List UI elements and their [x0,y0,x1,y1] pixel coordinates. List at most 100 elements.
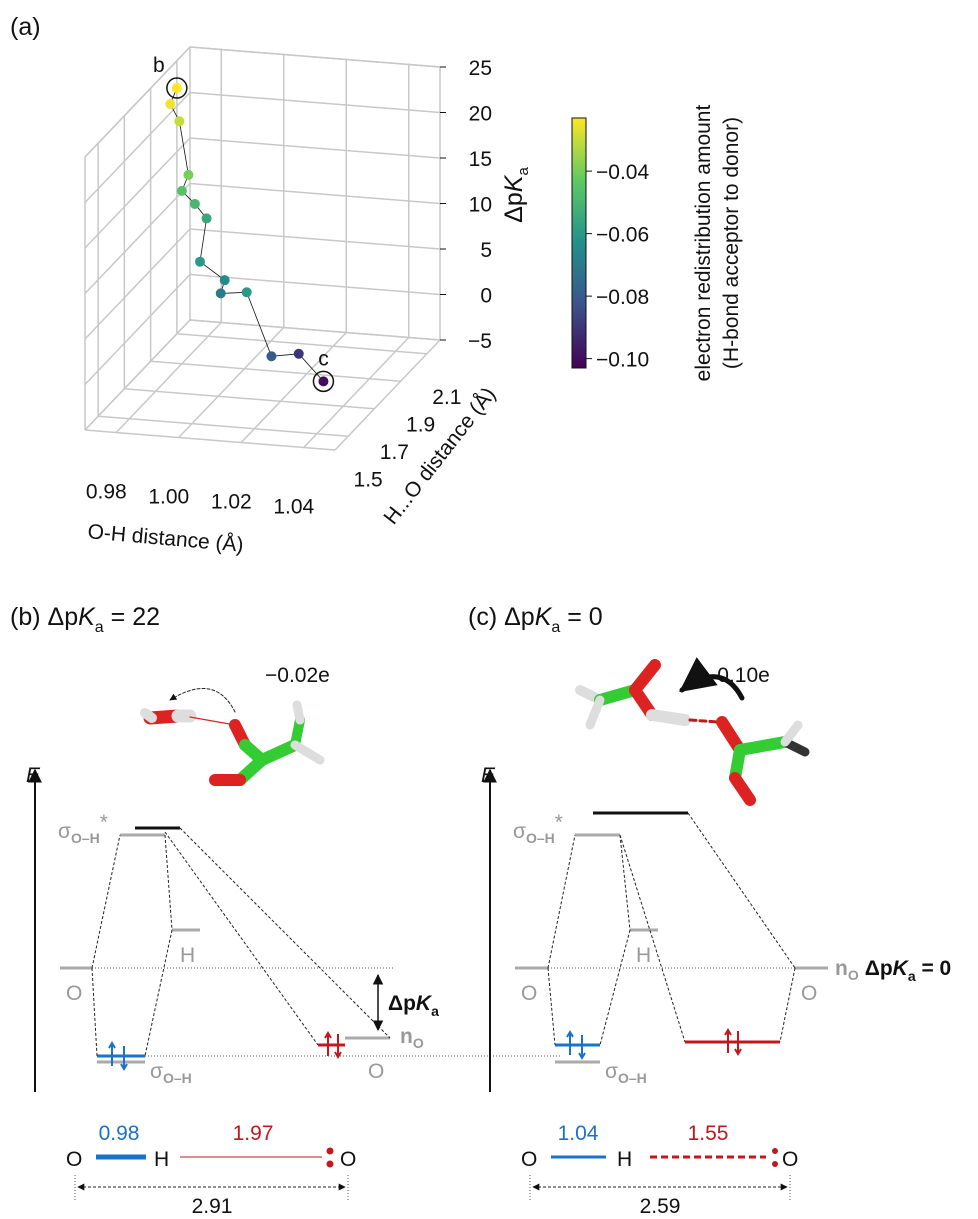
distance: 1.55 [688,1122,729,1145]
panel-title: (b) ΔpKa = 22 [10,603,160,636]
point [294,349,304,359]
grid-line [151,361,401,381]
grid-line [85,93,190,203]
z-tick-label: −5 [468,330,492,353]
distance: 2.91 [192,1195,233,1218]
atom: O [521,1148,537,1171]
level-label: O [368,1060,384,1083]
point [242,287,252,297]
point [165,99,175,109]
colorbar [572,118,586,368]
grid-line [98,416,348,436]
molecule [145,688,320,780]
point [202,213,212,223]
atom: O [66,1148,82,1171]
axis-label: E [481,764,496,787]
grid-line [190,138,440,158]
point [177,186,187,196]
level-label: H [636,944,651,967]
level-label: σO–H* [58,811,108,846]
colorbar-tick-label: −0.06 [596,224,649,247]
grid-line [116,323,221,433]
x-tick-label: 1.00 [148,486,189,509]
figure: (a) 0.98 1.00 1.02 1.04 1.5 1.7 1.9 2.1 −5 0 5 10 15… [0,0,978,1219]
level-label: O [66,982,82,1005]
panel-title: (c) ΔpKa = 0 [468,603,603,636]
panel-b: (b) ΔpKa = 22 −0.02e E σO–H* H O σO–H nO… [10,603,560,1218]
point [172,83,182,93]
distance: 0.98 [99,1122,140,1145]
atom: O [340,1148,356,1171]
molecule [580,665,805,800]
annotation: c [318,347,329,370]
colorbar-tick-label: −0.10 [596,349,649,372]
level-label: σO–H [150,1060,192,1086]
point [220,275,230,285]
grid-line [190,184,440,204]
z-tick-label: 15 [469,148,492,171]
grid-line [190,320,440,340]
z-tick-label: 0 [480,285,492,308]
x-tick-label: 0.98 [86,481,127,504]
colorbar-tick-label: −0.08 [596,286,649,309]
panel-label: (a) [10,13,41,41]
z-tick-label: 20 [469,103,492,126]
point [266,351,276,361]
colorbar-label: electron redistribution amount [692,105,715,382]
grid-line [124,389,374,409]
level-label: σO–H [605,1060,647,1086]
point [216,288,226,298]
y-tick-label: 1.7 [380,441,409,464]
x-tick-label: 1.02 [211,491,252,514]
grid-line [85,138,190,248]
distance: 2.59 [640,1195,681,1218]
point [174,116,184,126]
level-label: O [801,982,817,1005]
levels [60,828,560,1069]
distance: 1.97 [233,1122,274,1145]
level-label: H [180,944,195,967]
trend-line [170,88,323,381]
colorbar-label: (H-bond acceptor to donor) [720,117,743,369]
point [318,376,328,386]
level-label: σO–H* [513,811,563,846]
bond-scheme: O H O 1.04 1.55 2.59 [521,1122,798,1218]
grid-line [85,229,190,339]
point [190,199,200,209]
colorbar-tick-label: −0.04 [596,161,649,184]
level-label: nO [400,1025,424,1051]
x-axis-label: O-H distance (Å) [87,520,245,557]
distance: 1.04 [558,1122,599,1145]
point [183,170,193,180]
annotation: b [153,54,165,77]
grid-line [190,229,440,249]
grid-line [179,328,284,438]
atom: H [617,1148,632,1171]
grid-line [190,47,440,67]
z-tick-label: 25 [469,57,492,80]
atom: O [782,1148,798,1171]
point [195,257,205,267]
axis-label: E [26,764,41,787]
dpka-label: ΔpKa [388,992,439,1019]
z-tick-label: 10 [469,194,492,217]
level-label: O [521,982,537,1005]
z-axis-label: ΔpKa [500,167,532,223]
floor-edge [85,430,335,450]
y-tick-label: 1.9 [406,413,435,436]
charge-label: −0.02e [265,664,330,687]
levels [515,813,828,1062]
colorbar-axis: −0.04 −0.06 −0.08 −0.10 [586,161,649,372]
grid-line [85,320,190,430]
grid-line [85,184,190,294]
z-tick-label: 5 [480,239,492,262]
x-tick-label: 1.04 [273,496,314,519]
grid-line [85,275,190,385]
y-tick-label: 1.5 [354,468,383,491]
y-tick-label: 2.1 [432,386,461,409]
panel-c: (c) ΔpKa = 0 −0.10e E σO–H* H O O σO–H n… [468,603,951,1218]
charge-label: −0.10e [705,664,770,687]
grid-line [190,93,440,113]
bond-scheme: O H O 0.98 1.97 2.91 [66,1122,356,1218]
